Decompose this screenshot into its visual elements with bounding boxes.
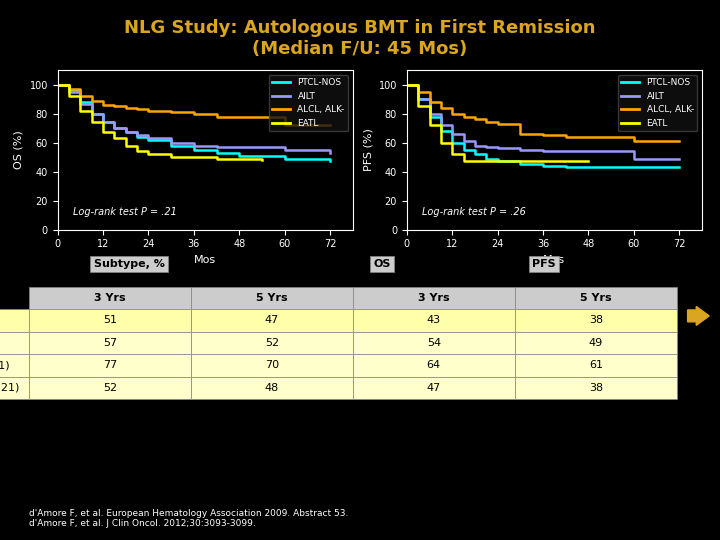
Text: Log-rank test P = .26: Log-rank test P = .26 [422,207,526,217]
Text: OS: OS [373,259,391,269]
Text: Log-rank test P = .21: Log-rank test P = .21 [73,207,176,217]
Legend: PTCL-NOS, AILT, ALCL, ALK-, EATL: PTCL-NOS, AILT, ALCL, ALK-, EATL [618,75,698,131]
FancyArrow shape [688,306,709,325]
Text: d'Amore F, et al. European Hematology Association 2009. Abstract 53.
d'Amore F, : d'Amore F, et al. European Hematology As… [29,509,348,528]
Y-axis label: PFS (%): PFS (%) [363,129,373,171]
Legend: PTCL-NOS, AILT, ALCL, ALK-, EATL: PTCL-NOS, AILT, ALCL, ALK-, EATL [269,75,348,131]
Text: PFS: PFS [532,259,556,269]
Text: NLG Study: Autologous BMT in First Remission
(Median F/U: 45 Mos): NLG Study: Autologous BMT in First Remis… [125,19,595,58]
X-axis label: Mos: Mos [544,255,565,265]
Text: Subtype, %: Subtype, % [94,259,165,269]
Y-axis label: OS (%): OS (%) [14,131,24,169]
X-axis label: Mos: Mos [194,255,216,265]
